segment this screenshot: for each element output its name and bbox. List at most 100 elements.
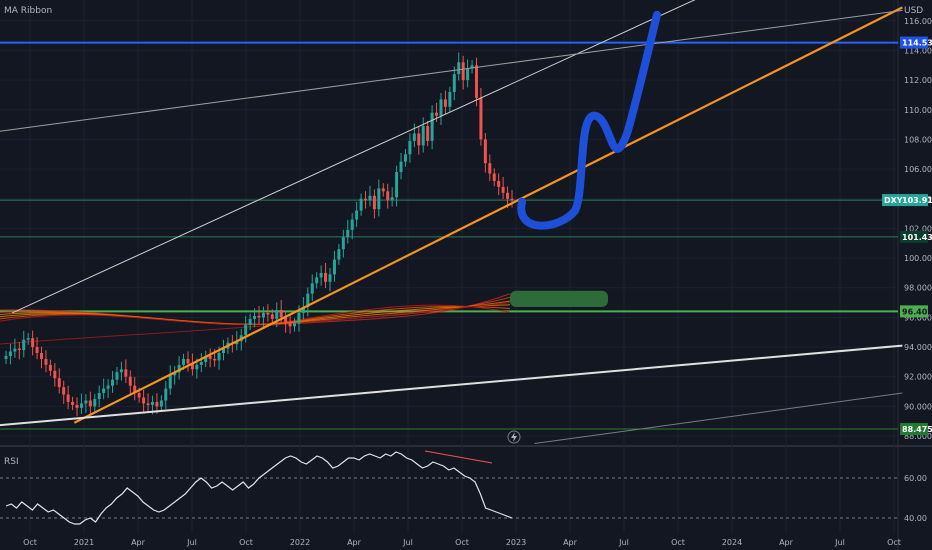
candle-body xyxy=(88,400,92,407)
time-tick-label: 2024 xyxy=(722,538,742,547)
trendline xyxy=(73,6,903,424)
candle-body xyxy=(84,400,88,404)
candle-body xyxy=(204,355,208,362)
candle-body xyxy=(381,188,385,192)
candle-body xyxy=(350,219,354,230)
candle-body xyxy=(244,324,248,336)
candle-body xyxy=(355,210,359,220)
price-axis: 116.000 114.000 112.000 110.000 108.000 106.0… xyxy=(904,17,932,441)
time-tick-label: Oct xyxy=(239,538,253,547)
candle-body xyxy=(315,277,319,284)
candle-body xyxy=(164,388,168,401)
trendline xyxy=(12,0,696,314)
price-badge-value: 88.475 xyxy=(902,425,932,434)
candle-body xyxy=(44,358,48,365)
price-tick-label: 108.000 xyxy=(904,135,932,144)
price-tick-label: 110.000 xyxy=(904,106,932,115)
price-badge xyxy=(900,194,928,207)
candle-body xyxy=(390,197,394,201)
candle-body xyxy=(17,348,21,351)
price-badge xyxy=(900,36,928,49)
candle-body xyxy=(364,198,368,201)
currency-label: USD xyxy=(904,6,923,16)
candle-body xyxy=(48,364,52,371)
trendline xyxy=(0,344,903,427)
candle-body xyxy=(377,188,381,210)
rsi-pane: 60.00 40.00 xyxy=(0,474,927,523)
candle-body xyxy=(395,172,399,198)
candle-body xyxy=(301,307,305,313)
candle-body xyxy=(186,358,190,364)
candle-body xyxy=(288,323,292,327)
candle-body xyxy=(448,91,452,107)
indicator-sub-label: RSI xyxy=(4,457,19,467)
candle-body xyxy=(155,401,159,407)
candle-body xyxy=(346,229,350,238)
candles xyxy=(4,52,514,417)
candle-body xyxy=(93,398,97,407)
candle-body xyxy=(426,126,430,141)
candle-body xyxy=(31,338,35,348)
candle-body xyxy=(412,133,416,141)
candle-body xyxy=(332,259,336,275)
candle-body xyxy=(324,272,328,282)
candle-body xyxy=(102,388,106,394)
time-tick-label: Jul xyxy=(834,538,845,547)
price-badge-value: 114.530 xyxy=(902,39,932,48)
candle-body xyxy=(461,62,465,81)
candle-body xyxy=(483,139,487,164)
time-tick-label: Jul xyxy=(186,538,197,547)
candle-body xyxy=(319,272,323,278)
candle-body xyxy=(275,309,279,319)
candle-body xyxy=(359,198,363,211)
trendlines xyxy=(0,0,903,444)
candle-body xyxy=(119,369,123,373)
time-tick-label: Oct xyxy=(455,538,469,547)
candle-body xyxy=(492,173,496,181)
trendline xyxy=(0,9,903,132)
candle-body xyxy=(62,387,66,395)
price-badge-value: 103.911 xyxy=(902,196,932,205)
candle-body xyxy=(479,97,483,140)
candle-body xyxy=(452,74,456,92)
candle-body xyxy=(235,341,239,345)
time-tick-label: Apr xyxy=(347,538,362,547)
time-tick-label: Oct xyxy=(887,538,901,547)
blue-projection-curve xyxy=(517,10,661,230)
time-tick-label: 2022 xyxy=(290,538,310,547)
candle-body xyxy=(208,355,212,359)
candle-body xyxy=(279,309,283,318)
rsi-level-label: 60.00 xyxy=(904,474,927,483)
candle-body xyxy=(26,338,30,340)
candle-body xyxy=(75,404,79,408)
candle-body xyxy=(79,403,83,408)
candle-body xyxy=(284,317,288,324)
candle-body xyxy=(71,401,75,405)
ma-line xyxy=(0,304,511,325)
candle-body xyxy=(8,351,12,356)
price-tick-label: 98.000 xyxy=(904,284,932,293)
price-badge xyxy=(900,423,928,436)
symbol-badge xyxy=(882,194,900,207)
candle-body xyxy=(470,65,474,69)
price-tick-label: 94.000 xyxy=(904,343,932,352)
candle-body xyxy=(221,348,225,354)
candle-body xyxy=(306,293,310,308)
candle-body xyxy=(430,112,434,141)
price-badge xyxy=(900,305,928,318)
rsi-line xyxy=(5,450,513,525)
candle-body xyxy=(115,372,119,380)
candle-body xyxy=(190,363,194,370)
price-badge xyxy=(900,230,928,243)
candle-body xyxy=(253,315,257,319)
candle-body xyxy=(142,397,146,404)
price-tick-label: 92.000 xyxy=(904,373,932,382)
lightning-icon xyxy=(507,430,521,444)
candle-body xyxy=(124,369,128,377)
candle-body xyxy=(510,198,514,201)
candle-body xyxy=(53,370,57,379)
candle-body xyxy=(474,65,478,98)
price-tick-label: 106.000 xyxy=(904,165,932,174)
candle-body xyxy=(182,358,186,365)
